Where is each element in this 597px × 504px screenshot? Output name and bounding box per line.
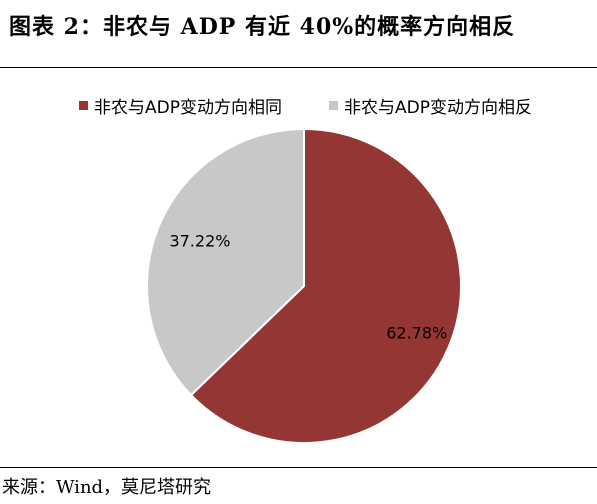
legend-swatch-opposite (329, 100, 338, 110)
data-label-same: 62.78% (386, 323, 447, 342)
pie-data-labels: 62.78% 37.22% (169, 231, 447, 342)
pie-slice-opposite (146, 127, 305, 397)
footer-divider (0, 467, 597, 468)
pie-slice-same (189, 127, 462, 444)
chart-legend: 非农与ADP变动方向相同 非农与ADP变动方向相反 (0, 90, 597, 120)
legend-item-opposite: 非农与ADP变动方向相反 (329, 90, 532, 120)
legend-item-same: 非农与ADP变动方向相同 (79, 90, 282, 120)
legend-swatch-same (79, 100, 88, 110)
data-label-opposite: 37.22% (169, 231, 230, 250)
source-note: 来源：Wind，莫尼塔研究 (2, 477, 212, 498)
legend-label-opposite: 非农与ADP变动方向相反 (344, 97, 532, 118)
legend-label-same: 非农与ADP变动方向相同 (94, 97, 282, 118)
title-divider (0, 67, 597, 68)
page-title: 图表 2：非农与 ADP 有近 40%的概率方向相反 (9, 14, 516, 40)
pie-slices (146, 127, 462, 444)
